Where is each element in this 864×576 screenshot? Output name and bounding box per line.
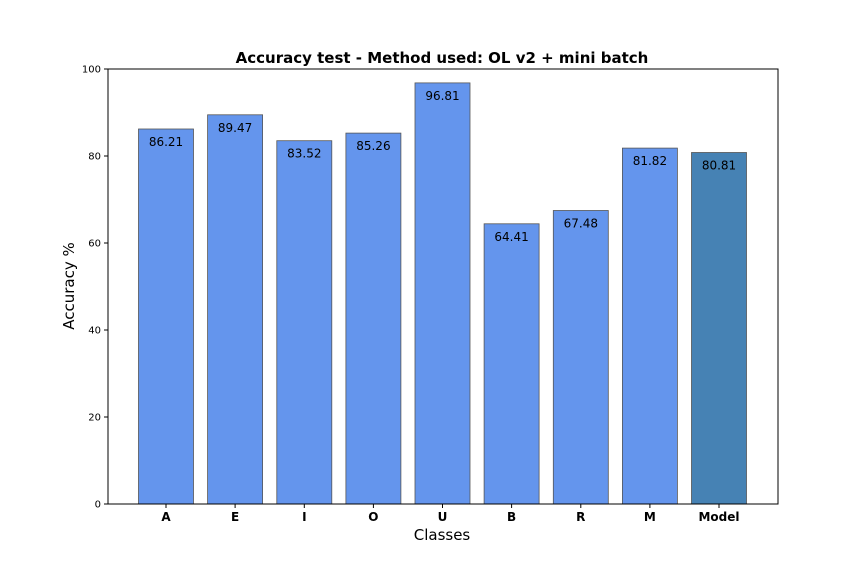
y-tick-label: 0 [95,500,101,511]
bar-e [207,114,264,505]
bar-r [552,210,609,505]
y-tick-label: 60 [88,239,101,250]
bar-u [414,82,471,505]
bar-o [345,132,402,505]
bar-b [483,223,540,505]
value-label-i: 83.52 [287,147,321,161]
x-tick-label-model: Model [698,510,739,524]
chart-title: Accuracy test - Method used: OL v2 + min… [236,49,649,67]
bar-i [276,140,333,505]
value-label-u: 96.81 [425,89,459,103]
bars-group [138,82,747,505]
value-label-model: 80.81 [702,159,736,173]
bar-a [138,128,194,505]
x-tick-label-u: U [438,510,448,524]
bar-model [691,152,747,505]
x-tick-label-a: A [161,510,171,524]
y-tick-label: 80 [88,152,101,163]
value-label-a: 86.21 [149,135,183,149]
y-tick-label: 100 [82,65,101,76]
value-label-b: 64.41 [494,230,528,244]
x-tick-label-r: R [576,510,585,524]
value-label-o: 85.26 [356,139,390,153]
x-tick-label-o: O [368,510,378,524]
x-tick-label-e: E [231,510,239,524]
bar-m [622,147,678,505]
y-axis-ticks: 0 20 40 60 80 100 [82,65,108,511]
x-axis-label: Classes [414,526,471,544]
x-tick-label-b: B [507,510,516,524]
y-tick-label: 40 [88,326,101,337]
x-axis-ticks: A E I O U B R M Model [161,504,740,524]
x-tick-label-m: M [644,510,656,524]
y-tick-label: 20 [88,413,101,424]
x-tick-label-i: I [302,510,306,524]
value-labels-group: 86.21 89.47 83.52 85.26 96.81 64.41 67.48 81.82… [149,89,736,244]
value-label-m: 81.82 [633,154,667,168]
y-axis-label: Accuracy % [60,242,78,330]
value-label-e: 89.47 [218,121,252,135]
value-label-r: 67.48 [564,217,598,231]
